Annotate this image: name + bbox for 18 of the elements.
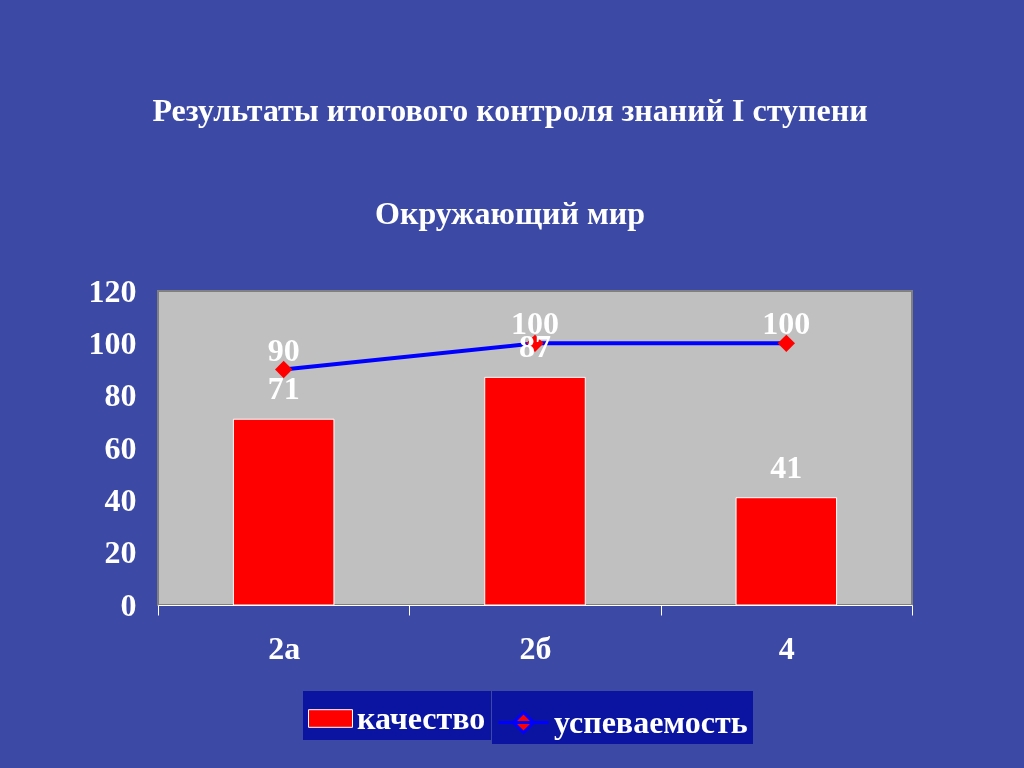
y-tick-label: 20: [104, 534, 137, 571]
data-label: 41: [770, 448, 803, 485]
y-tick-label: 0: [120, 586, 137, 623]
y-tick-label: 80: [104, 377, 137, 414]
legend-label: успеваемость: [554, 703, 748, 740]
chart-title: Результаты итогового контроля знаний I ступени: [152, 92, 868, 128]
chart-subtitle: Окружающий мир: [375, 195, 645, 231]
data-label: 100: [762, 305, 811, 342]
y-tick-label: 100: [88, 324, 137, 361]
x-tick-label: 2а: [268, 629, 301, 666]
y-tick-label: 60: [104, 429, 137, 466]
data-label: 90: [267, 331, 300, 368]
x-tick-label: 4: [778, 629, 795, 666]
data-label: 71: [267, 370, 300, 407]
x-tick-label: 2б: [519, 629, 552, 666]
legend-label: качество: [357, 699, 486, 736]
y-tick-label: 120: [88, 272, 137, 309]
y-tick-label: 40: [104, 481, 137, 518]
